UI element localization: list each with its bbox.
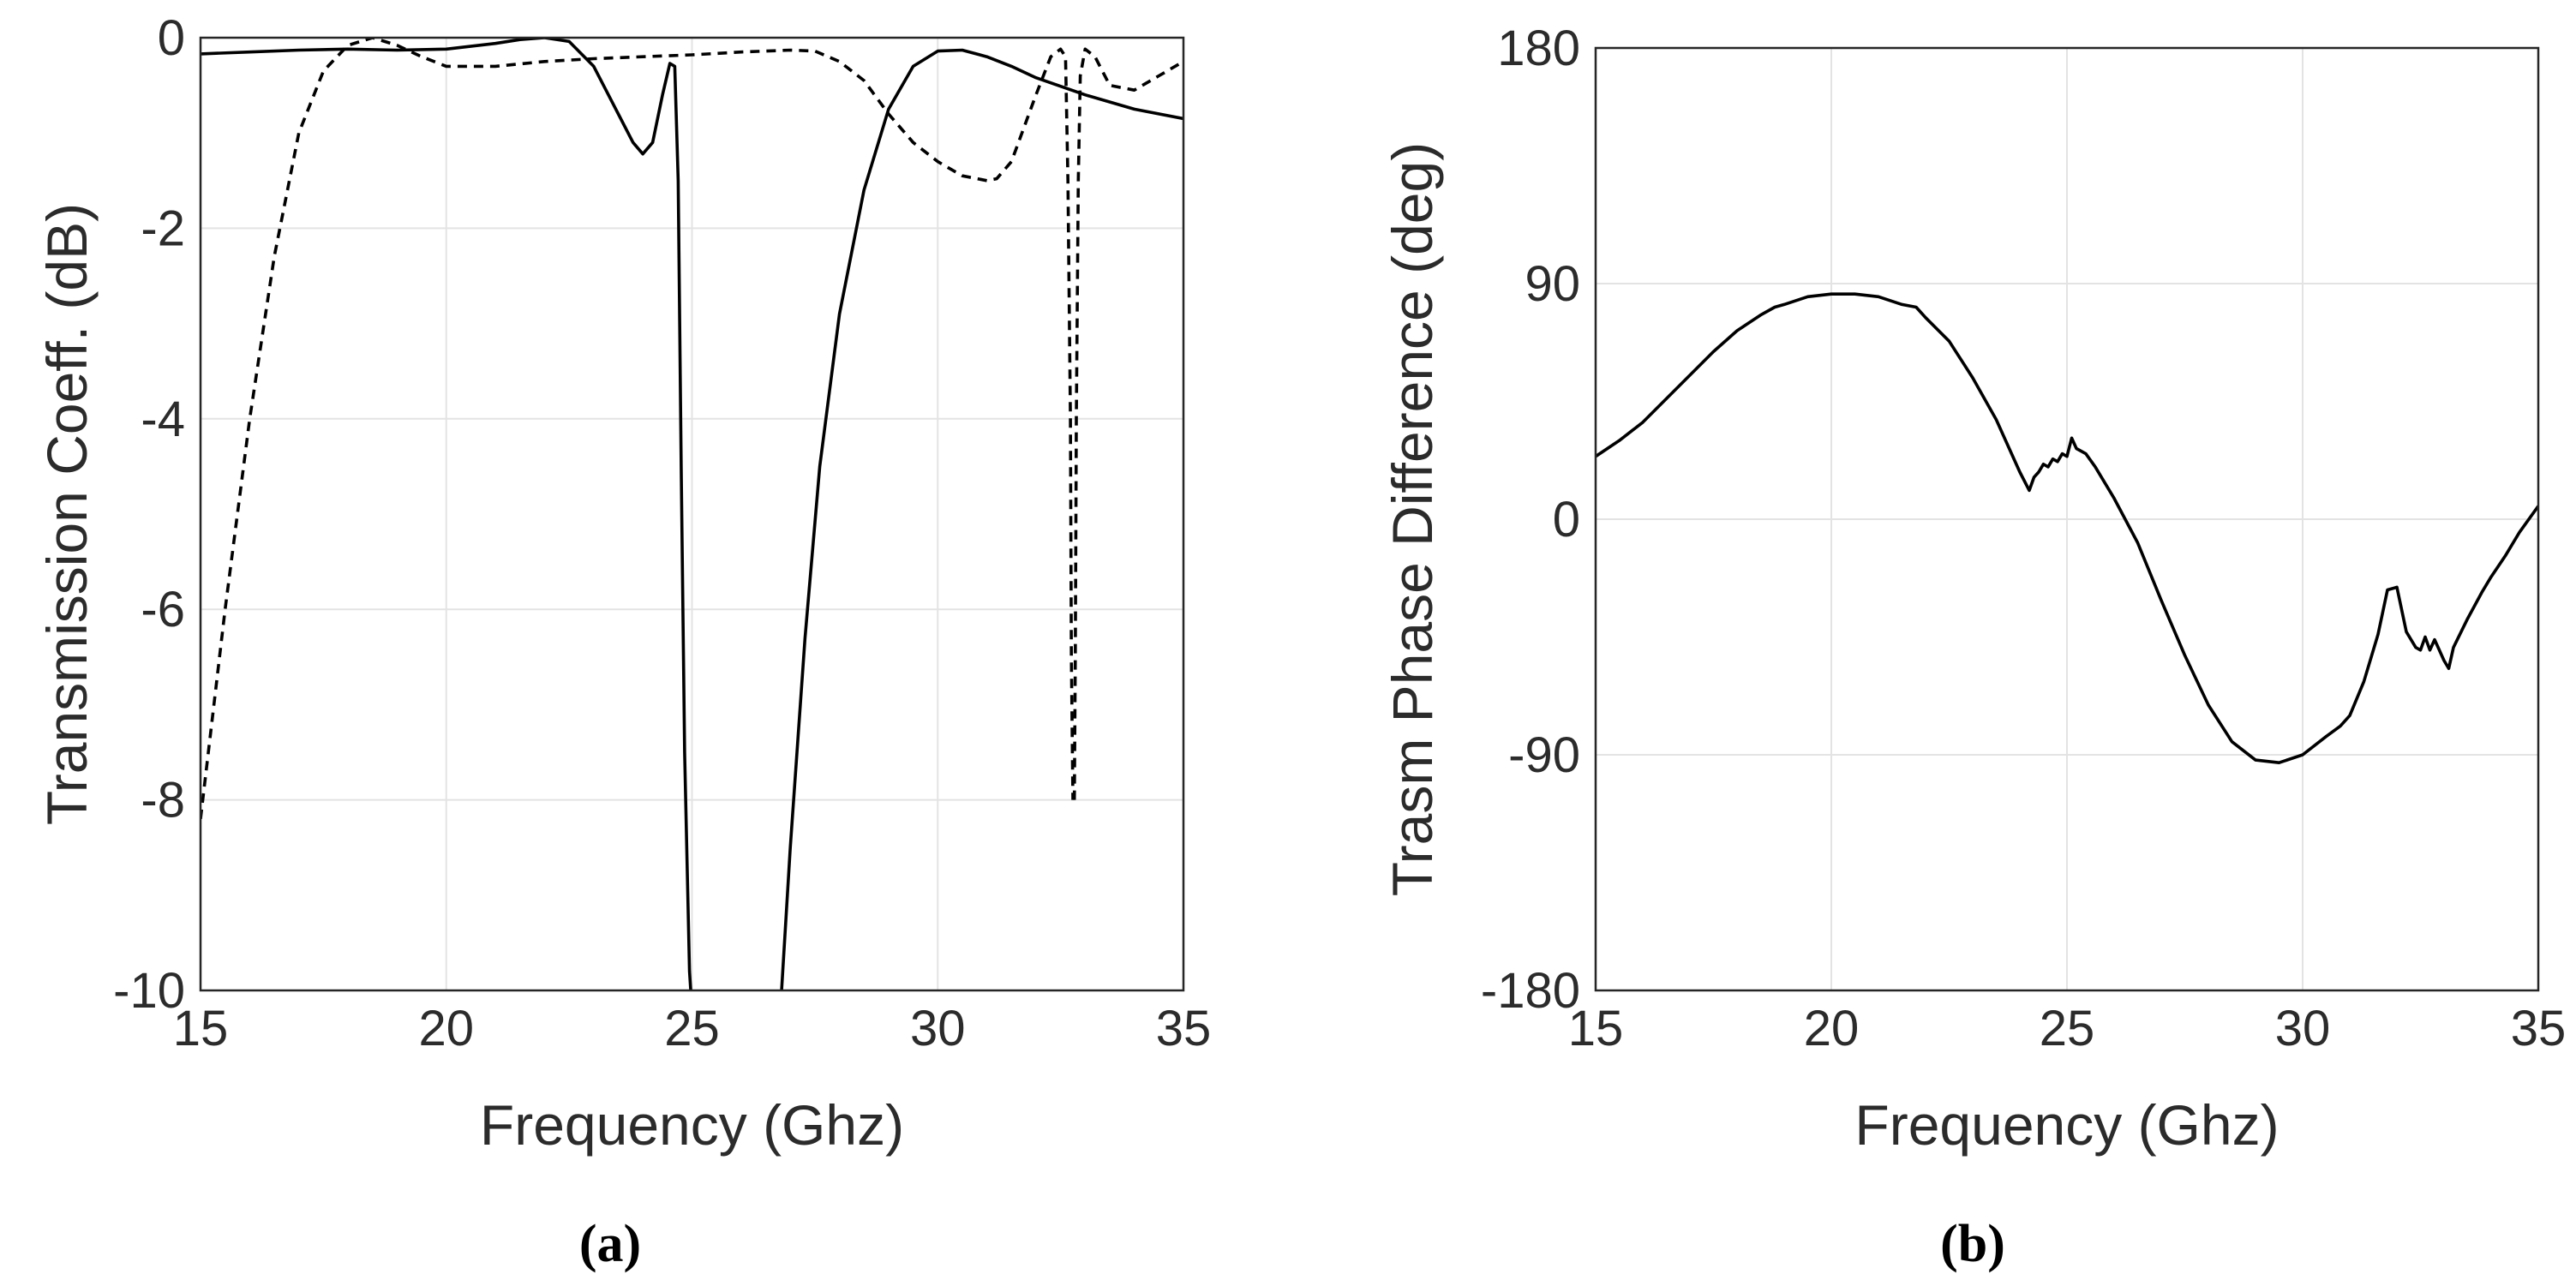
panel-a-x-tick-20: 20 <box>418 1001 474 1056</box>
panel-b-x-axis-label: Frequency (Ghz) <box>1854 1093 2279 1157</box>
panel-a-series-solid-0 <box>201 38 692 990</box>
panel-b-y-tick-180: 180 <box>1497 21 1580 76</box>
panel-b-x-tick-15: 15 <box>1568 1001 1624 1056</box>
panel-b-tick-labels: 15 20 25 30 35 -180 -90 0 90 180 <box>1481 21 2566 1056</box>
panel-a-series-dashed-2 <box>201 38 1075 820</box>
panel-a-plot-area <box>201 38 1183 990</box>
panel-b-x-tick-30: 30 <box>2275 1001 2331 1056</box>
panel-b-x-tick-35: 35 <box>2511 1001 2567 1056</box>
panel-a-caption: (a) <box>579 1215 641 1273</box>
panel-a-y-tick-0: 0 <box>158 10 185 66</box>
panel-a-y-tick--4: -4 <box>141 392 185 447</box>
panel-a-x-tick-15: 15 <box>173 1001 229 1056</box>
panel-a-y-tick--6: -6 <box>141 582 185 637</box>
panel-b-caption: (b) <box>1940 1215 2005 1273</box>
panel-b-series-solid-0 <box>1596 292 2538 764</box>
panel-a-transmission-coefficient: 15 20 25 30 35 -10 -8 -6 -4 -2 0 Frequency (Ghz) T… <box>35 10 1211 1273</box>
panel-a-x-axis-label: Frequency (Ghz) <box>480 1093 904 1157</box>
panel-a-axes-box <box>199 36 1185 992</box>
panel-a-y-axis-label: Transmission Coeff. (dB) <box>35 203 99 825</box>
panel-a-tick-labels: 15 20 25 30 35 -10 -8 -6 -4 -2 0 <box>113 10 1211 1056</box>
panel-b-x-tick-25: 25 <box>2040 1001 2095 1056</box>
panel-b-y-axis-label: Trasm Phase Difference (deg) <box>1381 142 1444 896</box>
panel-a-y-tick--2: -2 <box>141 200 185 256</box>
panel-a-y-tick--10: -10 <box>113 963 185 1019</box>
panel-b-y-tick--90: -90 <box>1508 727 1580 783</box>
panel-b-y-tick-90: 90 <box>1525 256 1580 312</box>
panel-a-x-tick-30: 30 <box>910 1001 966 1056</box>
panel-b-y-tick--180: -180 <box>1481 963 1580 1019</box>
panel-a-series-dashed-3 <box>1072 47 1183 800</box>
panel-a-x-tick-25: 25 <box>664 1001 720 1056</box>
panel-a-x-tick-35: 35 <box>1156 1001 1212 1056</box>
panel-a-series-solid-1 <box>780 48 1183 990</box>
panel-b-plot-area <box>1596 292 2538 764</box>
panel-b-x-tick-20: 20 <box>1804 1001 1860 1056</box>
panel-a-y-tick--8: -8 <box>141 773 185 828</box>
panel-b-y-tick-0: 0 <box>1553 492 1580 547</box>
panel-b-axes-box <box>1594 46 2540 992</box>
